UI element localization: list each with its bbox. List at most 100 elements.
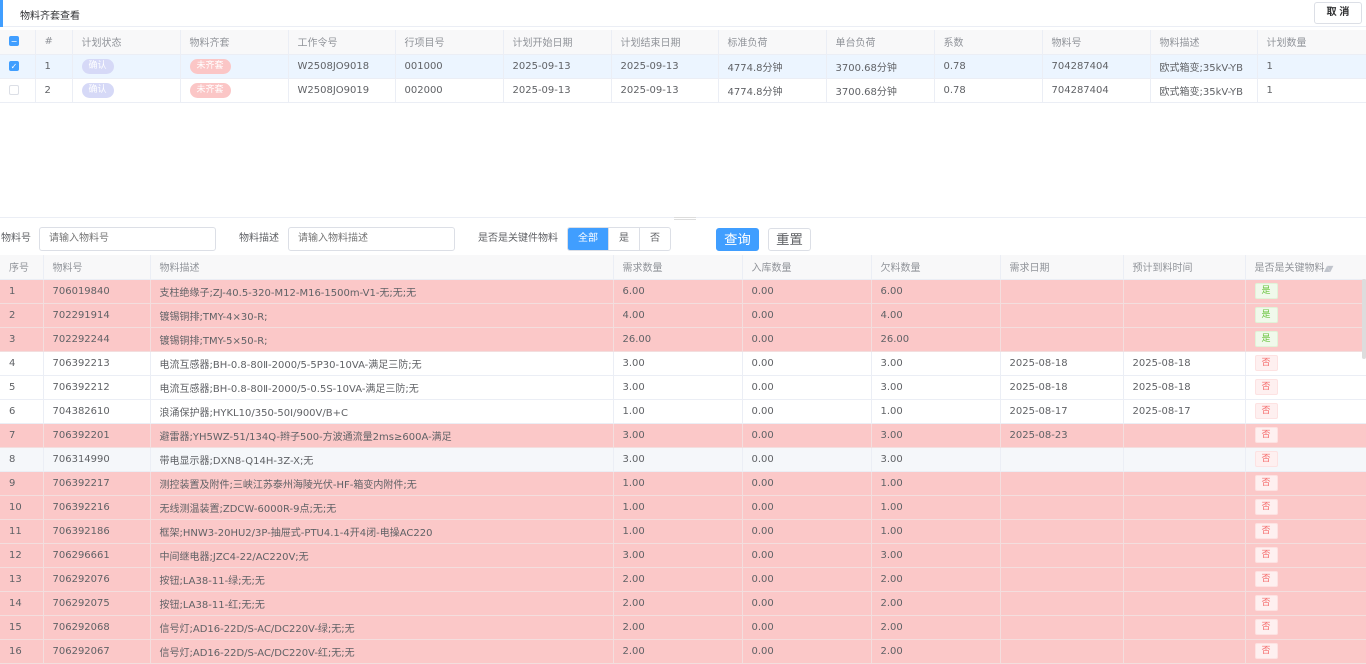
table-row[interactable]: 14 706292075 按钮;LA38-11-红;无;无 2.00 0.00 2.00 否 <box>0 591 1366 616</box>
cell: 704382610 <box>43 399 151 424</box>
cell-qty: 1 <box>1257 54 1366 79</box>
cell <box>1000 279 1124 304</box>
table-row[interactable]: 2 702291914 镀锡铜排;TMY-4×30-R; 4.00 0.00 4.00 是 <box>0 303 1366 328</box>
cell: 2.00 <box>613 639 743 664</box>
cancel-button[interactable]: 取 消 <box>1314 2 1362 24</box>
table-row[interactable]: 6 704382610 浪涌保护器;HYKL10/350-50I/900V/B+C 1… <box>0 399 1366 424</box>
column-header: # <box>35 30 73 55</box>
table-row[interactable]: 12 706296661 中间继电器;JZC4-22/AC220V;无 3.00 0.0… <box>0 543 1366 568</box>
cell: 否 <box>1245 471 1366 496</box>
table-row[interactable]: 8 706314990 带电显示器;DXN8-Q14H-3Z-X;无 3.00 0.00… <box>0 447 1366 472</box>
cell: 702291914 <box>43 303 151 328</box>
column-header[interactable]: 是否是关键物料 ▲▼ <box>1245 255 1366 280</box>
material-table: 序号 物料号 物料描述 需求数量 入库数量 欠料数量 需求日期 预计到料时间 是否是关键物料 ▲… <box>0 255 1366 664</box>
cell: 否 <box>1245 375 1366 400</box>
cell: 1.00 <box>613 495 743 520</box>
cell: 1 <box>0 279 44 304</box>
row-checkbox[interactable] <box>9 84 19 95</box>
search-button[interactable]: 查询 <box>716 228 759 251</box>
cell: 否 <box>1245 543 1366 568</box>
option-yes[interactable]: 是 <box>609 228 640 250</box>
table-row[interactable]: 1 706019840 支柱绝缘子;ZJ-40.5-320-M12-M16-1500… <box>0 279 1366 304</box>
cell: 706292068 <box>43 615 151 640</box>
kit-status-tag: 未齐套 <box>189 82 231 98</box>
material-desc-input[interactable] <box>288 227 455 251</box>
cell <box>1000 615 1124 640</box>
column-header: 入库数量 <box>742 255 872 280</box>
cell: 0.00 <box>742 423 872 448</box>
cell: 2025-08-18 <box>1123 375 1246 400</box>
table-row[interactable]: 7 706392201 避雷器;YH5WZ-51/134Q-辫子500-方波通流量2… <box>0 423 1366 448</box>
cell: 带电显示器;DXN8-Q14H-3Z-X;无 <box>150 447 614 472</box>
cell: 26.00 <box>613 327 743 352</box>
key-material-tag: 否 <box>1254 403 1278 419</box>
cell <box>1000 591 1124 616</box>
option-no[interactable]: 否 <box>650 233 660 244</box>
cell <box>1123 639 1246 664</box>
key-material-tag: 是 <box>1254 331 1278 347</box>
plan-table: − # 计划状态 物料齐套 工作令号 行项目号 计划开始日期 计划结束日期 标准负荷 单台负荷 系数… <box>0 30 1366 103</box>
header-label: 欠料数量 <box>880 263 921 275</box>
key-material-tag: 否 <box>1254 619 1278 635</box>
cell: 2025-08-18 <box>1000 375 1124 400</box>
table-row[interactable]: 9 706392217 测控装置及附件;三峡江苏泰州海陵光伏-HF-箱变内附件;无 1… <box>0 471 1366 496</box>
resize-handle[interactable] <box>674 217 696 220</box>
table-row[interactable]: 16 706292067 信号灯;AD16-22D/S-AC/DC220V-红;无;… <box>0 639 1366 664</box>
table-row[interactable]: 4 706392213 电流互感器;BH-0.8-80Ⅱ-2000/5-5P30-1… <box>0 351 1366 376</box>
cell-line: 002000 <box>395 78 504 103</box>
row-checkbox-cell[interactable]: ✓ <box>0 54 36 79</box>
header-label: 预计到料时间 <box>1132 263 1193 275</box>
column-header: 物料号 <box>1042 30 1151 55</box>
option-all[interactable]: 全部 <box>568 228 609 250</box>
table-row[interactable]: ✓ 1 确认 未齐套 W2508JO9018 001000 2025-09-13 2025-0… <box>0 54 1366 79</box>
cell: 8 <box>0 447 44 472</box>
cell <box>1123 447 1246 472</box>
column-header: 物料齐套 <box>180 30 289 55</box>
cell: 支柱绝缘子;ZJ-40.5-320-M12-M16-1500m-V1-无;无;无 <box>150 279 614 304</box>
cell-qty: 1 <box>1257 78 1366 103</box>
column-header: 计划结束日期 <box>611 30 719 55</box>
cell <box>1000 519 1124 544</box>
cell: 镀锡铜排;TMY-5×50-R; <box>150 327 614 352</box>
table-row[interactable]: 5 706392212 电流互感器;BH-0.8-80Ⅱ-2000/5-0.5S-1… <box>0 375 1366 400</box>
row-checkbox[interactable]: ✓ <box>9 60 19 71</box>
cell <box>1123 519 1246 544</box>
sort-icon[interactable]: ▲▼ <box>1324 264 1333 274</box>
cell: 11 <box>0 519 44 544</box>
cell <box>1000 447 1124 472</box>
column-header: 系数 <box>934 30 1043 55</box>
cell: 3.00 <box>871 423 1001 448</box>
key-material-tag: 否 <box>1254 355 1278 371</box>
table-row[interactable]: 15 706292068 信号灯;AD16-22D/S-AC/DC220V-绿;无;… <box>0 615 1366 640</box>
row-checkbox-cell[interactable] <box>0 78 36 103</box>
cell: 0.00 <box>742 399 872 424</box>
material-no-label: 物料号 <box>1 233 31 244</box>
key-material-tag: 是 <box>1254 307 1278 323</box>
cell: 706392186 <box>43 519 151 544</box>
cell-unit: 3700.68分钟 <box>826 78 935 103</box>
cell: 是 <box>1245 279 1366 304</box>
material-no-input[interactable] <box>39 227 216 251</box>
cell: 706292076 <box>43 567 151 592</box>
table-row[interactable]: 10 706392216 无线测温装置;ZDCW-6000R-9点;无;无 1.00 0… <box>0 495 1366 520</box>
table-row[interactable]: 11 706392186 框架;HNW3-20HU2/3P-抽屉式-PTU4.1-4… <box>0 519 1366 544</box>
scrollbar[interactable] <box>1362 279 1366 359</box>
table-row[interactable]: 2 确认 未齐套 W2508JO9019 002000 2025-09-13 2025-09… <box>0 78 1366 103</box>
cell: 1.00 <box>871 495 1001 520</box>
cell: 否 <box>1245 495 1366 520</box>
key-material-toggle[interactable]: 全部 是 否 <box>567 227 671 251</box>
table-row[interactable]: 13 706292076 按钮;LA38-11-绿;无;无 2.00 0.00 2.00 否 <box>0 567 1366 592</box>
cell <box>1123 591 1246 616</box>
cell: 3.00 <box>613 543 743 568</box>
key-material-tag: 否 <box>1254 571 1278 587</box>
reset-button[interactable]: 重置 <box>768 228 811 251</box>
cell-unit: 3700.68分钟 <box>826 54 935 79</box>
cell <box>1123 567 1246 592</box>
select-all-checkbox[interactable]: − <box>0 30 36 55</box>
cell-end: 2025-09-13 <box>611 54 719 79</box>
key-material-tag: 否 <box>1254 643 1278 659</box>
table-row[interactable]: 3 702292244 镀锡铜排;TMY-5×50-R; 26.00 0.00 26.00… <box>0 327 1366 352</box>
cell <box>1000 639 1124 664</box>
cell: 浪涌保护器;HYKL10/350-50I/900V/B+C <box>150 399 614 424</box>
status-tag: 确认 <box>81 82 114 98</box>
